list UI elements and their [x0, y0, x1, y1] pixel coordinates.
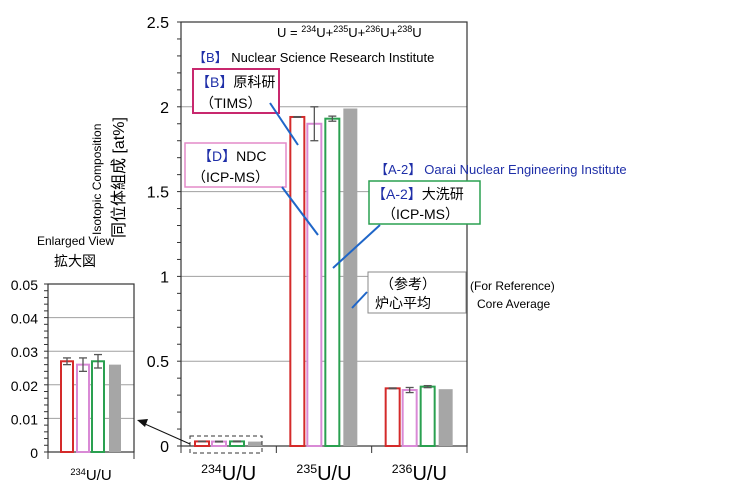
y-tick-label: 0.02: [11, 378, 38, 394]
bar-3: [324, 117, 341, 447]
b-legend-box: [192, 68, 280, 114]
y-tick-label: 0.05: [11, 277, 38, 293]
reference-legend-line2: 炉心平均: [375, 295, 431, 311]
a2-legend-method: （ICP-MS）: [382, 206, 459, 222]
bar-4: [343, 108, 358, 446]
b-institute-label: 【B】 Nuclear Science Research Institute: [193, 50, 434, 65]
d-legend-method: （ICP-MS）: [192, 169, 269, 185]
y-tick-label: 0.03: [11, 344, 38, 360]
reference-en-line1: (For Reference): [470, 279, 555, 293]
y-tick-label: 0: [30, 445, 38, 461]
y-tick-label: 1.5: [147, 185, 169, 202]
inset-title-ja: 拡大図: [54, 253, 96, 269]
formula-text: U = 234U+235U+236U+238U: [277, 24, 422, 40]
bar-3: [91, 360, 105, 453]
y-tick-label: 0: [160, 439, 169, 456]
bar-3: [419, 385, 436, 448]
zoom-arrow-line: [144, 423, 191, 445]
bar-1: [60, 360, 74, 453]
reference-legend-line1: （参考）: [380, 276, 436, 292]
d-legend-box: [184, 142, 287, 188]
y-tick-label: 2.5: [147, 15, 169, 32]
reference-leader-line: [351, 291, 368, 309]
plot-frame: [180, 21, 468, 447]
bar-2: [306, 122, 323, 447]
a2-leader-line: [332, 224, 381, 269]
bar-4: [109, 364, 121, 452]
x-category-label: 234U/U: [70, 467, 111, 484]
a2-legend-box: [368, 180, 481, 225]
zoom-region-box: [189, 435, 263, 454]
zoom-arrow-head: [137, 419, 148, 427]
inset-plot: 0 0.01 0.02 0.03 0.04 0.05 234U/U: [11, 277, 135, 484]
annotations: U = 234U+235U+236U+238U 【B】 Nuclear Scie…: [37, 24, 627, 454]
y-tick-label: 2: [160, 100, 169, 117]
x-category-label: 235U/U: [296, 462, 351, 485]
y-axis-label-ja: 同位体組成 [at%]: [110, 117, 128, 238]
bar-1: [384, 387, 401, 447]
x-category-label: 236U/U: [392, 462, 447, 485]
b-legend-name: 【B】原科研: [196, 74, 275, 90]
y-tick-label: 0.5: [147, 354, 169, 371]
a2-institute-label: 【A-2】 Oarai Nuclear Engineering Institute: [375, 162, 627, 177]
bar-1: [289, 115, 306, 447]
d-leader-line: [281, 186, 319, 236]
inset-title-en: Enlarged View: [37, 234, 114, 248]
bar-4: [438, 389, 453, 446]
y-tick-label: 0.01: [11, 411, 38, 427]
reference-en-line2: Core Average: [477, 297, 550, 311]
reference-legend-box: [367, 271, 467, 314]
d-legend-name: 【D】NDC: [198, 148, 266, 164]
bar-4: [248, 441, 262, 446]
y-tick-label: 0.04: [11, 311, 38, 327]
bar-2: [401, 389, 418, 448]
y-axis-label-en: Isotopic Composition: [90, 124, 104, 235]
b-legend-method: （TIMS）: [200, 95, 261, 111]
x-category-label: 234U/U: [201, 462, 256, 485]
a2-legend-name: 【A-2】大洗研: [372, 186, 464, 202]
bar-2: [76, 363, 90, 454]
b-leader-line: [269, 102, 299, 146]
y-tick-label: 1: [160, 269, 169, 286]
